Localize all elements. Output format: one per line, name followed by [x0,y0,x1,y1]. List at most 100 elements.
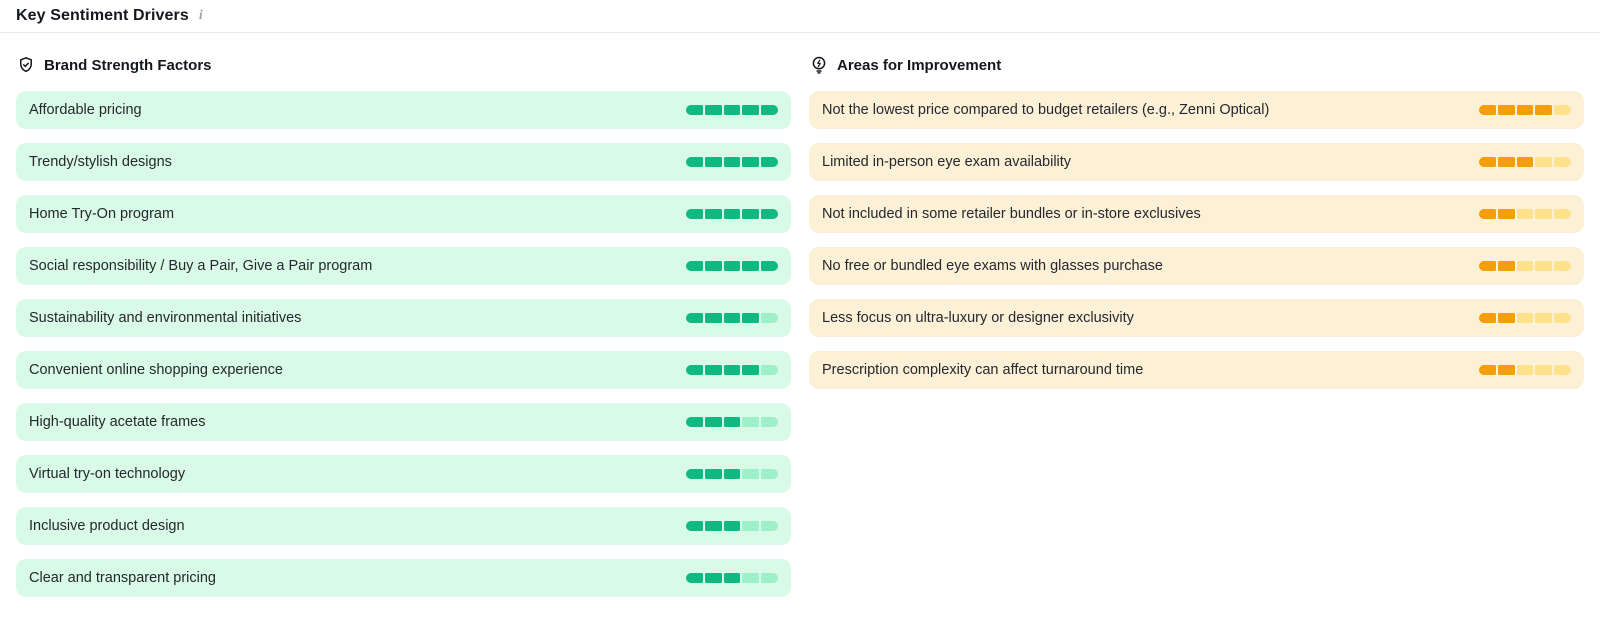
bar-segment-filled [704,157,722,167]
bar-segment-empty [1516,313,1534,323]
panel-header: Key Sentiment Drivers i [0,0,1600,33]
factor-row: High-quality acetate frames [16,403,791,441]
bar-segment-filled [686,157,703,167]
factor-row: Not the lowest price compared to budget … [809,91,1584,129]
bar-segment-filled [1516,105,1534,115]
factor-label: Not included in some retailer bundles or… [822,206,1201,222]
bar-segment-filled [742,157,760,167]
section-areas-for-improvement: Areas for Improvement Not the lowest pri… [809,56,1584,597]
sentiment-columns: Brand Strength Factors Affordable pricin… [0,33,1600,597]
bar-segment-filled [742,313,760,323]
factor-label: No free or bundled eye exams with glasse… [822,258,1163,274]
bar-segment-empty [1554,105,1571,115]
bar-segment-filled [704,209,722,219]
bar-segment-filled [686,417,703,427]
factor-list: Affordable pricing Trendy/stylish designs… [16,91,791,597]
section-label: Brand Strength Factors [44,56,212,74]
section-brand-strength-factors: Brand Strength Factors Affordable pricin… [16,56,791,597]
factor-row: Inclusive product design [16,507,791,545]
factor-row: Clear and transparent pricing [16,559,791,597]
bar-segment-empty [761,469,778,479]
sentiment-score-bar [686,261,778,271]
bar-segment-empty [1535,365,1553,375]
factor-label: Convenient online shopping experience [29,362,283,378]
sentiment-score-bar [686,105,778,115]
bar-segment-filled [723,261,741,271]
bar-segment-filled [1479,261,1496,271]
factor-row: Trendy/stylish designs [16,143,791,181]
sentiment-score-bar [686,209,778,219]
factor-label: Clear and transparent pricing [29,570,216,586]
bar-segment-empty [1554,365,1571,375]
bar-segment-empty [1554,157,1571,167]
bar-segment-filled [1479,209,1496,219]
sentiment-score-bar [686,573,778,583]
factor-row: No free or bundled eye exams with glasse… [809,247,1584,285]
factor-label: Social responsibility / Buy a Pair, Give… [29,258,373,274]
bar-segment-filled [1497,157,1515,167]
factor-row: Affordable pricing [16,91,791,129]
bar-segment-empty [761,521,778,531]
bar-segment-empty [742,521,760,531]
bar-segment-filled [686,105,703,115]
bar-segment-filled [761,261,778,271]
bar-segment-filled [723,521,741,531]
bar-segment-filled [723,313,741,323]
bar-segment-filled [1497,261,1515,271]
bar-segment-filled [742,209,760,219]
factor-label: Affordable pricing [29,102,142,118]
sentiment-score-bar [686,469,778,479]
shield-check-icon [17,56,35,74]
bar-segment-empty [1516,261,1534,271]
bar-segment-filled [761,209,778,219]
bar-segment-empty [761,313,778,323]
bar-segment-empty [1535,209,1553,219]
bar-segment-filled [1497,209,1515,219]
factor-label: Trendy/stylish designs [29,154,172,170]
bar-segment-empty [742,573,760,583]
bar-segment-filled [686,469,703,479]
bar-segment-filled [686,365,703,375]
sentiment-score-bar [686,157,778,167]
bar-segment-filled [1516,157,1534,167]
bar-segment-filled [723,417,741,427]
sentiment-score-bar [1479,157,1571,167]
section-header-improvements: Areas for Improvement [809,56,1584,74]
factor-row: Sustainability and environmental initiat… [16,299,791,337]
section-header-strengths: Brand Strength Factors [16,56,791,74]
bar-segment-filled [761,105,778,115]
bar-segment-empty [1535,261,1553,271]
bar-segment-empty [1535,157,1553,167]
factor-label: Inclusive product design [29,518,185,534]
sentiment-score-bar [686,417,778,427]
bar-segment-filled [1479,157,1496,167]
bar-segment-filled [704,469,722,479]
factor-label: Less focus on ultra-luxury or designer e… [822,310,1134,326]
sentiment-score-bar [686,313,778,323]
factor-row: Social responsibility / Buy a Pair, Give… [16,247,791,285]
factor-label: High-quality acetate frames [29,414,206,430]
factor-row: Prescription complexity can affect turna… [809,351,1584,389]
bar-segment-filled [742,365,760,375]
section-label: Areas for Improvement [837,56,1002,74]
bar-segment-empty [761,365,778,375]
sentiment-score-bar [1479,313,1571,323]
bar-segment-filled [1497,313,1515,323]
bar-segment-filled [704,313,722,323]
page-title: Key Sentiment Drivers [16,7,189,24]
factor-row: Not included in some retailer bundles or… [809,195,1584,233]
bar-segment-empty [1554,209,1571,219]
info-icon[interactable]: i [198,8,203,23]
bar-segment-filled [1497,105,1515,115]
bar-segment-filled [1479,365,1496,375]
bar-segment-filled [1479,313,1496,323]
bar-segment-filled [723,469,741,479]
bar-segment-filled [723,365,741,375]
factor-label: Virtual try-on technology [29,466,186,482]
bar-segment-empty [742,417,760,427]
factor-label: Prescription complexity can affect turna… [822,362,1144,378]
bar-segment-empty [1516,209,1534,219]
bar-segment-filled [723,209,741,219]
bar-segment-filled [723,573,741,583]
